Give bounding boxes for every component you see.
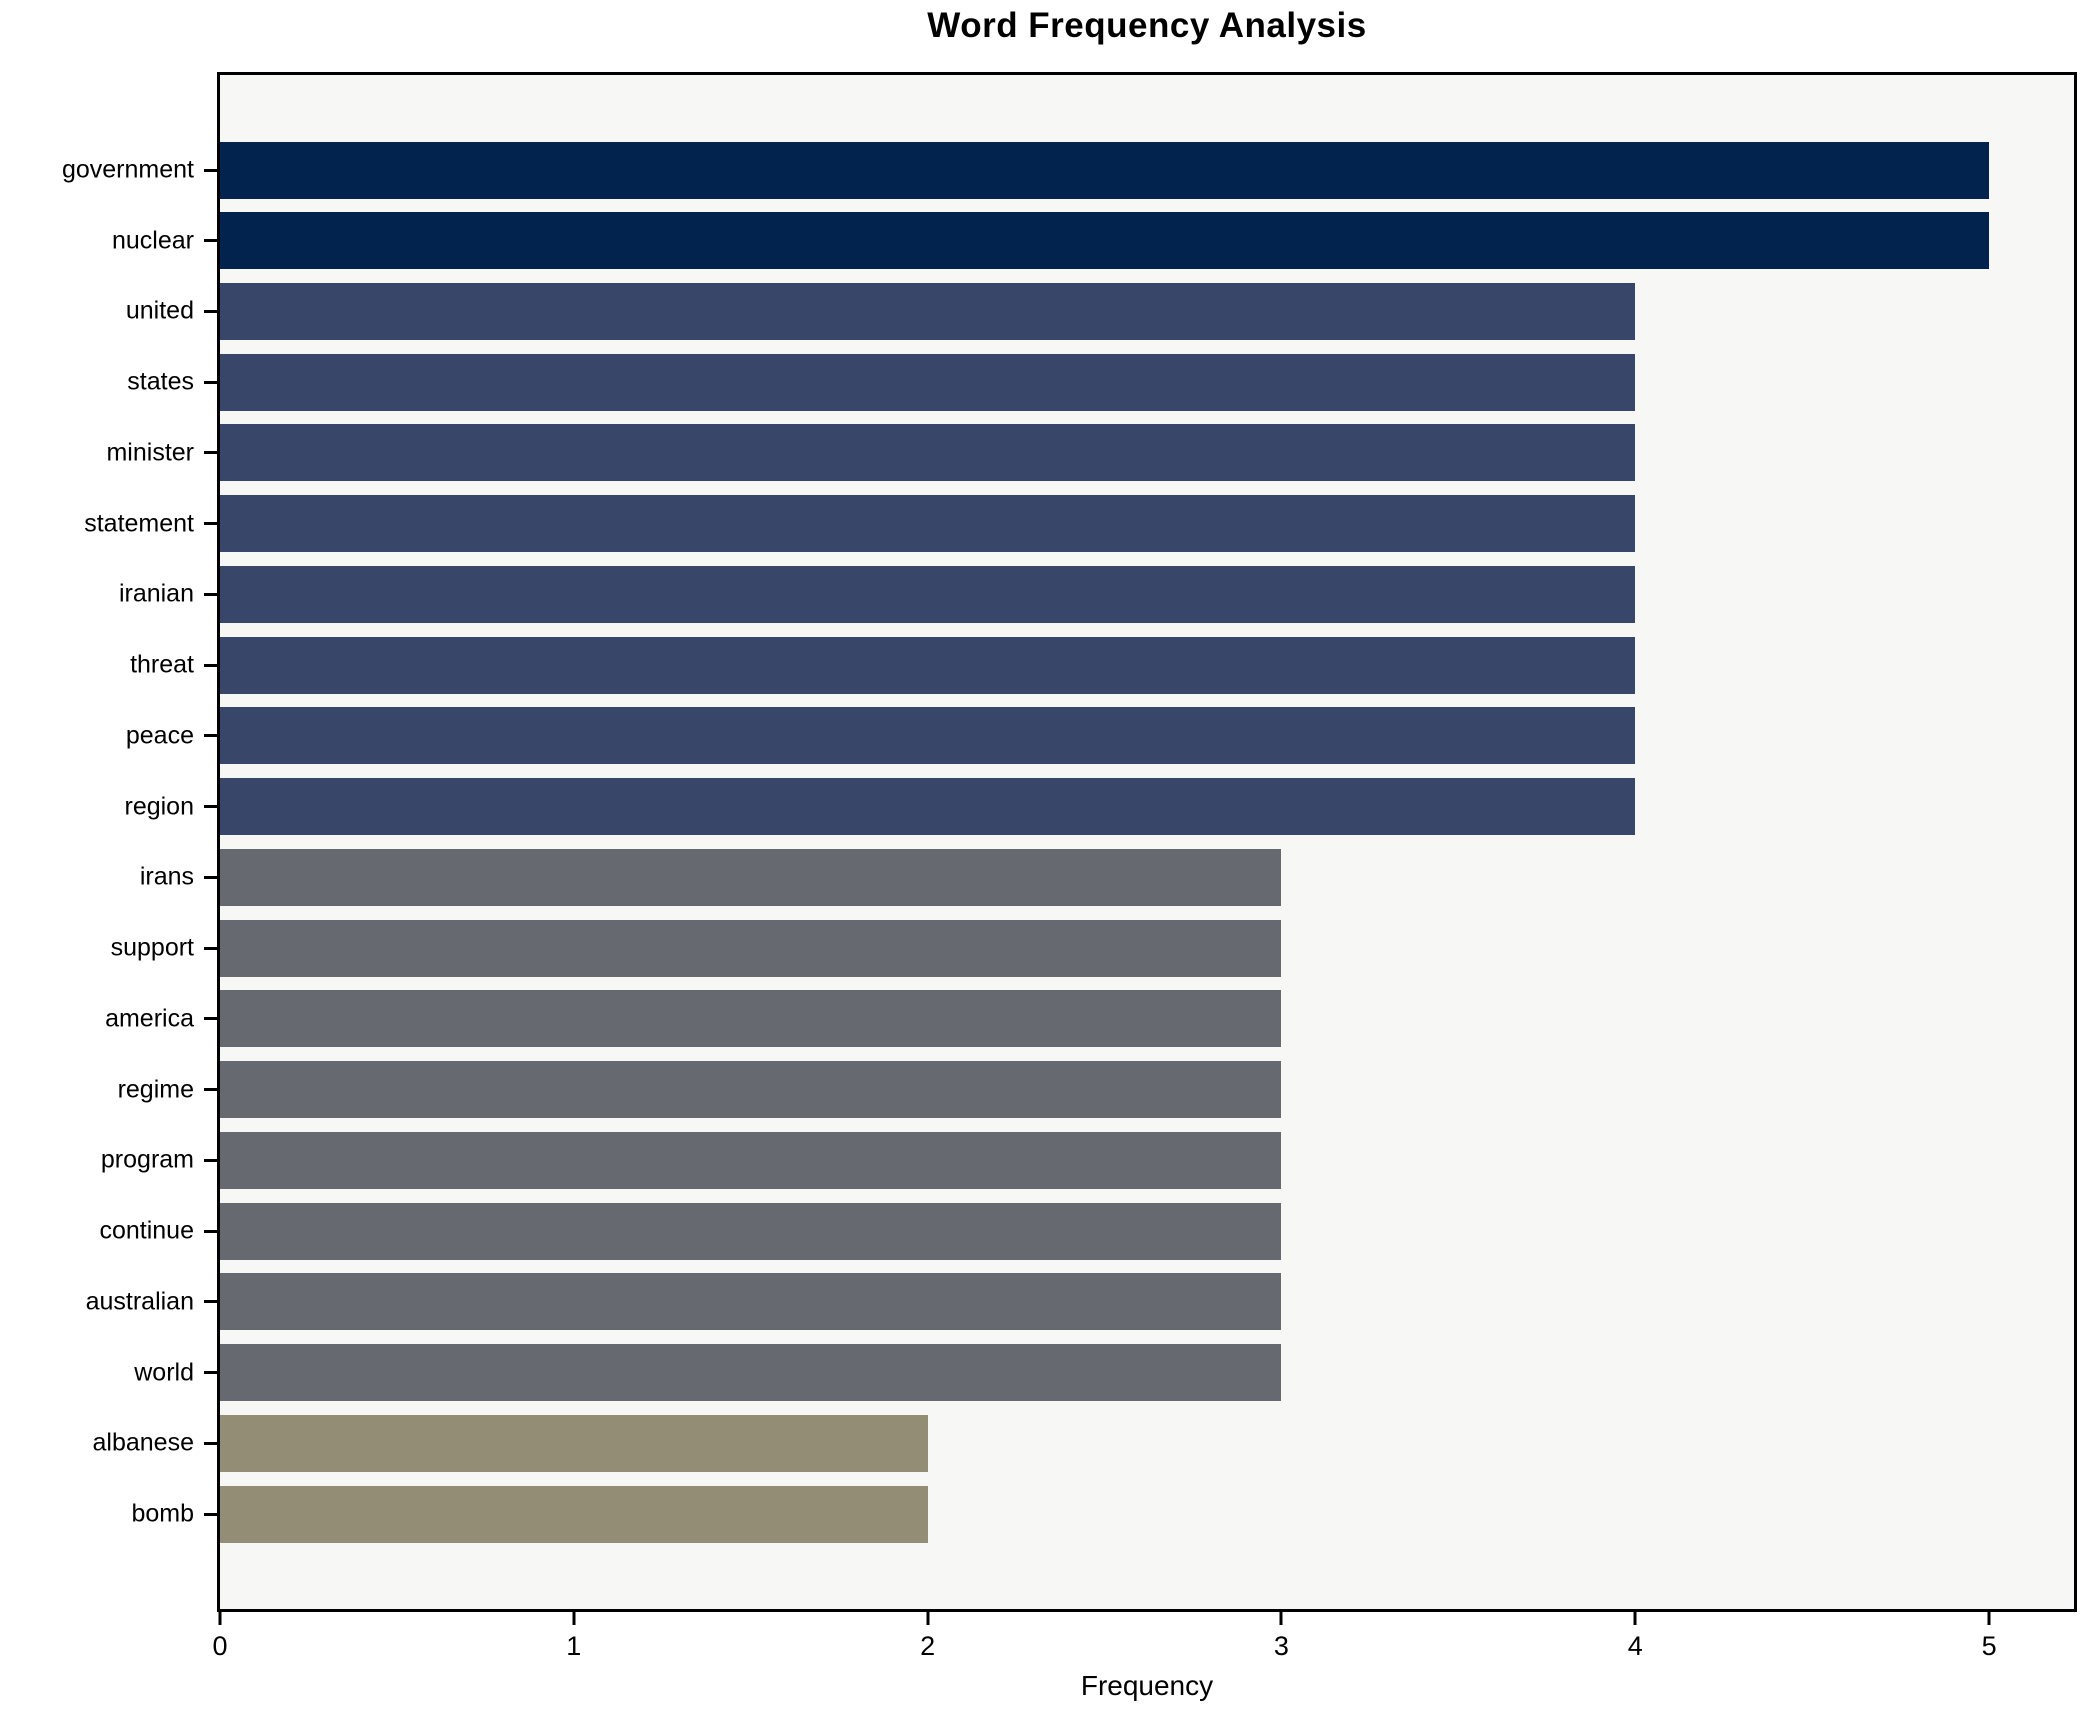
bar-albanese (220, 1414, 928, 1472)
y-tick-mark (204, 1441, 217, 1445)
x-tick-label-2: 2 (920, 1631, 936, 1661)
x-tick-mark (218, 1612, 222, 1625)
y-tick-label-america: america (105, 1004, 194, 1033)
y-tick-label-united: united (125, 296, 194, 325)
y-tick-mark (204, 168, 217, 172)
y-tick-label-region: region (124, 792, 195, 821)
bar-australian (220, 1273, 1282, 1331)
y-tick-label-states: states (127, 367, 194, 396)
y-tick-label-government: government (61, 155, 194, 184)
bar-continue (220, 1202, 1282, 1260)
y-tick-label-australian: australian (85, 1287, 194, 1316)
y-tick-mark (204, 1512, 217, 1516)
plot-area: government nuclear united states minister sta… (62, 72, 2077, 1660)
bar-regime (220, 1061, 1282, 1119)
y-tick-mark (204, 663, 217, 667)
y-tick-label-albanese: albanese (92, 1428, 194, 1457)
y-tick-label-nuclear: nuclear (112, 226, 194, 255)
x-tick-mark (1633, 1612, 1637, 1625)
bar-statement (220, 495, 1636, 553)
bar-world (220, 1344, 1282, 1402)
x-tick-mark (1987, 1612, 1991, 1625)
y-tick-mark (204, 1300, 217, 1304)
y-tick-mark (204, 592, 217, 596)
y-tick-mark (204, 1371, 217, 1375)
y-tick-mark (204, 380, 217, 384)
bar-region (220, 778, 1636, 836)
y-tick-mark (204, 451, 217, 455)
y-tick-label-program: program (100, 1145, 194, 1174)
y-tick-mark (204, 1229, 217, 1233)
x-tick-label-0: 0 (212, 1631, 228, 1661)
y-tick-label-statement: statement (84, 509, 194, 538)
y-tick-mark (204, 1017, 217, 1021)
y-tick-mark (204, 239, 217, 243)
y-tick-label-regime: regime (117, 1075, 194, 1104)
y-tick-label-continue: continue (99, 1216, 194, 1245)
bar-united (220, 282, 1636, 340)
bar-america (220, 990, 1282, 1048)
x-tick-mark (572, 1612, 576, 1625)
bar-states (220, 353, 1636, 411)
x-tick-label-3: 3 (1273, 1631, 1289, 1661)
bar-government (220, 141, 1990, 199)
bar-support (220, 919, 1282, 977)
bar-program (220, 1131, 1282, 1189)
bar-peace (220, 707, 1636, 765)
y-tick-mark (204, 946, 217, 950)
y-tick-mark (204, 1158, 217, 1162)
y-tick-label-peace: peace (125, 721, 194, 750)
bar-nuclear (220, 212, 1990, 270)
y-tick-mark (204, 875, 217, 879)
x-tick-label-5: 5 (1981, 1631, 1997, 1661)
chart-title: Word Frequency Analysis (927, 6, 1367, 45)
y-tick-label-world: world (134, 1358, 194, 1387)
y-tick-mark (204, 1088, 217, 1092)
bar-irans (220, 848, 1282, 906)
y-tick-label-threat: threat (130, 650, 194, 679)
bar-iranian (220, 565, 1636, 623)
y-tick-label-support: support (110, 933, 194, 962)
x-tick-label-1: 1 (566, 1631, 582, 1661)
y-tick-mark (204, 309, 217, 313)
x-tick-mark (1279, 1612, 1283, 1625)
x-axis-label: Frequency (1080, 1670, 1214, 1701)
x-tick-mark (926, 1612, 930, 1625)
y-tick-label-iranian: iranian (118, 579, 194, 608)
x-tick-label-4: 4 (1627, 1631, 1643, 1661)
y-tick-label-minister: minister (106, 438, 194, 467)
bar-threat (220, 636, 1636, 694)
bar-bomb (220, 1485, 928, 1543)
bar-minister (220, 424, 1636, 482)
y-tick-mark (204, 522, 217, 526)
y-tick-label-irans: irans (139, 862, 194, 891)
y-tick-label-bomb: bomb (131, 1499, 194, 1528)
y-tick-mark (204, 805, 217, 809)
y-tick-mark (204, 734, 217, 738)
